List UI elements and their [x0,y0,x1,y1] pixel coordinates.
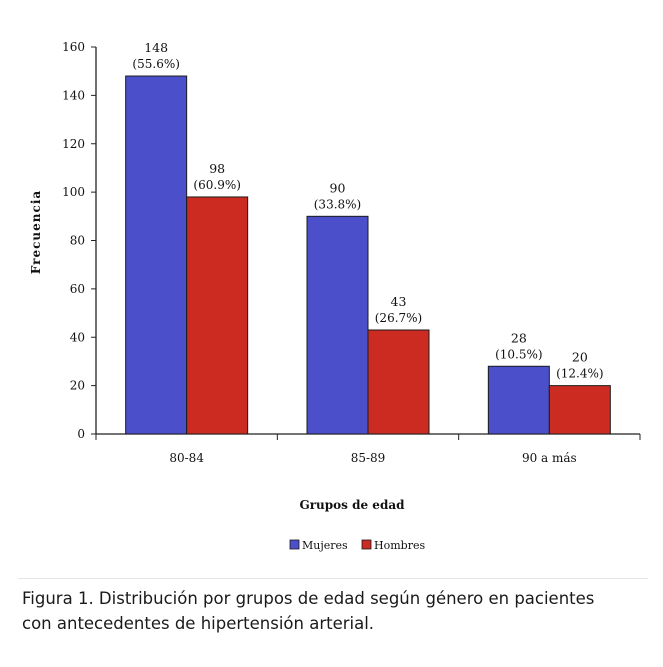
bar [306,215,369,435]
data-label-value: 148 [144,40,168,55]
y-tick-label: 140 [62,88,85,102]
caption-divider [18,578,648,579]
x-axis-title: Grupos de edad [299,498,405,512]
y-tick-label: 160 [62,40,85,54]
data-label-value: 90 [330,180,346,195]
data-label-percent: (60.9%) [193,178,240,192]
bar [487,365,550,435]
data-label-percent: (10.5%) [495,347,542,361]
y-tick-label: 120 [62,137,85,151]
y-axis-title: Frecuencia [29,190,43,274]
legend-label: Mujeres [302,539,348,552]
y-tick-label: 100 [62,185,85,199]
legend-swatch [289,539,300,550]
caption-line-1: Figura 1. Distribución por grupos de eda… [22,589,595,608]
x-axis: 80-84 85-89 90 a más [95,433,641,465]
y-tick-label: 0 [77,427,85,441]
caption-line-2: con antecedentes de hipertensión arteria… [22,614,375,633]
bar-chart: 0 20 40 60 80 100 120 140 160 80-84 85-89 90 a más… [29,40,641,552]
data-label-value: 28 [511,330,527,345]
legend-swatch [361,539,372,550]
bar [548,385,611,435]
data-label-value: 98 [209,161,225,176]
figure-caption: Figura 1. Distribución por grupos de eda… [22,586,652,636]
bar [125,75,188,435]
bar [186,196,249,435]
legend: Mujeres Hombres [289,539,425,552]
y-tick-label: 80 [70,234,85,248]
data-label-percent: (26.7%) [375,311,422,325]
data-label-percent: (33.8%) [314,197,361,211]
y-tick-label: 40 [70,330,85,344]
y-tick-label: 60 [70,282,85,296]
legend-label: Hombres [374,539,425,552]
bars [125,75,611,435]
bar [367,329,430,435]
data-labels: 148 (55.6%) 98 (60.9%) 90 (33.8%) 43 (26.7%) 28 (… [132,40,603,381]
data-label-value: 43 [391,294,407,309]
x-tick-label: 80-84 [169,451,204,465]
y-axis: 0 20 40 60 80 100 120 140 160 [62,40,97,441]
y-tick-label: 20 [70,379,85,393]
data-label-percent: (12.4%) [556,367,603,381]
x-tick-label: 85-89 [351,451,386,465]
x-tick-label: 90 a más [522,451,577,465]
data-label-percent: (55.6%) [132,57,179,71]
data-label-value: 20 [572,350,588,365]
